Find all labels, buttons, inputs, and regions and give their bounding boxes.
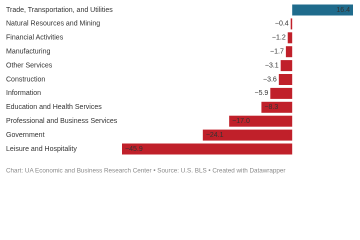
bar	[280, 60, 293, 72]
value-label: −1.7	[270, 49, 284, 56]
value-label: −17.0	[232, 118, 250, 125]
category-label: Other Services	[6, 62, 53, 69]
bar	[122, 143, 293, 155]
value-label: −24.1	[206, 132, 224, 139]
value-label: −0.4	[275, 21, 289, 28]
category-label: Education and Health Services	[6, 104, 102, 111]
value-label: −5.9	[254, 90, 268, 97]
footer: Chart: UA Economic and Business Research…	[6, 168, 286, 175]
value-label: −8.3	[264, 104, 278, 111]
bar	[202, 129, 293, 141]
category-label: Manufacturing	[6, 49, 50, 56]
bar	[287, 32, 293, 44]
category-label: Government	[6, 132, 45, 139]
category-label: Trade, Transportation, and Utilities	[6, 7, 113, 14]
value-label: −1.2	[272, 35, 286, 42]
value-label: −3.1	[265, 62, 279, 69]
bar	[290, 18, 293, 30]
value-label: −3.6	[263, 76, 277, 83]
value-label: −45.9	[125, 146, 143, 153]
category-label: Financial Activities	[6, 35, 64, 42]
category-label: Natural Resources and Mining	[6, 21, 100, 28]
category-label: Leisure and Hospitality	[6, 146, 77, 153]
category-label: Construction	[6, 76, 45, 83]
bar	[278, 74, 293, 85]
chart: Chart: UA Economic and Business Research…	[6, 4, 353, 175]
bar	[285, 46, 293, 58]
category-label: Information	[6, 90, 41, 97]
value-label: 16.4	[336, 7, 350, 14]
bar	[229, 115, 293, 127]
category-label: Professional and Business Services	[6, 118, 118, 125]
bar	[292, 4, 353, 16]
bar	[261, 101, 293, 113]
bar	[270, 87, 293, 99]
